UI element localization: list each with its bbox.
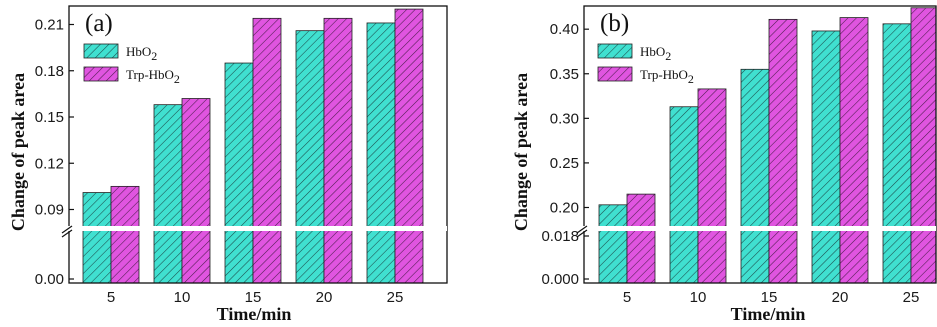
plot-frame [68,5,448,284]
chart-panel-b: Change of peak area Time/min 0.20 0.25 0.3… [511,5,937,324]
legend-label: HbO2 [640,44,671,63]
x-tick-label: 25 [387,289,404,306]
bar-hatch [740,68,770,284]
y-ticks: 0.20 0.25 0.30 0.35 0.40 0.000 0.018 [541,21,589,288]
legend-swatch-hatch [83,43,119,59]
y-tick-label: 0.20 [550,199,579,216]
y-tick-label: 0.21 [35,17,64,34]
bar-hatch [224,62,254,284]
break-mark [576,229,588,238]
x-tick-label: 10 [690,289,707,306]
bar-hatch [811,30,841,284]
x-axis-title: Time/min [217,304,292,324]
x-tick-label: 10 [174,289,191,306]
plot-frame [583,5,937,284]
x-tick-label: 25 [903,289,920,306]
bar-hatch [839,17,869,284]
bar-hatch [252,17,282,284]
panel-label: (a) [85,10,113,37]
axis-break [576,225,936,238]
chart-panel-a: Change of peak area Time/min 0.09 0.12 0.1… [8,5,448,324]
y-tick-label: 0.18 [35,63,64,80]
x-tick-label: 15 [761,289,778,306]
bar-hatch [323,17,353,284]
panel-label: (b) [600,10,629,37]
legend: HbO2 Trp-HbO2 [597,43,694,86]
x-tick-label: 15 [245,289,262,306]
legend-label: Trp-HbO2 [640,67,694,86]
x-tick-label: 20 [316,289,333,306]
bar-hatch [697,88,727,284]
bar-hatch [910,7,937,284]
x-tick-label: 5 [623,289,631,306]
x-axis-title: Time/min [731,304,806,324]
legend-label: Trp-HbO2 [126,67,180,86]
break-mark [61,229,73,238]
bar-hatch [626,193,656,284]
y-tick-label: 0.30 [550,110,579,127]
bar-hatch [394,8,424,284]
bar-hatch [110,185,140,284]
break-mark [576,225,588,234]
legend: HbO2 Trp-HbO2 [83,43,180,86]
break-mark [61,225,73,234]
y-tick-label: 0.35 [550,66,579,83]
axis-break [61,225,447,238]
y-tick-label: 0.000 [541,271,579,288]
bar-hatch [366,22,396,284]
y-tick-label: 0.018 [541,228,579,245]
x-ticks: 5 10 15 20 25 [107,278,404,306]
bar-hatch [153,104,183,284]
bar-hatch [82,192,112,284]
break-band [66,226,447,231]
bars [598,7,937,284]
bars [82,8,424,284]
x-tick-label: 5 [107,289,115,306]
y-tick-label: 0.09 [35,202,64,219]
legend-swatch-hatch [597,66,633,82]
y-axis-title: Change of peak area [8,73,28,231]
bar-hatch [669,106,699,284]
bar-hatch [598,204,628,284]
y-axis-title: Change of peak area [511,73,531,231]
x-ticks: 5 10 15 20 25 [623,278,920,306]
y-tick-label: 0.40 [550,21,579,38]
x-tick-label: 20 [832,289,849,306]
legend-label: HbO2 [126,44,157,63]
legend-swatch-hatch [597,43,633,59]
bar-hatch [181,98,211,284]
bar-hatch [295,30,325,284]
y-tick-label: 0.00 [35,271,64,288]
y-tick-label: 0.25 [550,155,579,172]
y-tick-label: 0.12 [35,155,64,172]
bar-hatch [768,18,798,284]
bar-hatch [882,23,912,284]
y-ticks: 0.09 0.12 0.15 0.18 0.21 0.00 [35,17,74,288]
y-tick-label: 0.15 [35,109,64,126]
break-band [581,226,936,231]
legend-swatch-hatch [83,66,119,82]
